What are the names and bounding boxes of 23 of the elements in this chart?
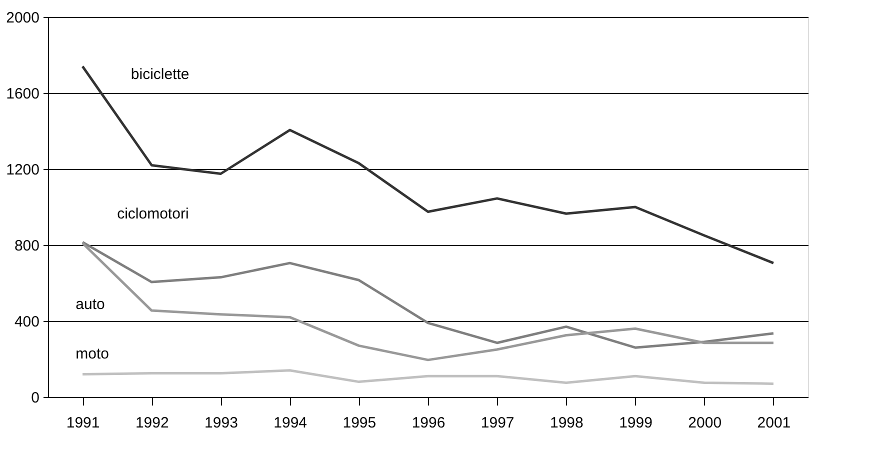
x-tick-label: 1999 xyxy=(619,414,652,432)
line-series xyxy=(81,65,775,264)
y-tick-label: 1600 xyxy=(6,86,40,102)
series-label: auto xyxy=(76,296,105,313)
line-series xyxy=(81,369,775,385)
x-tick-label: 2000 xyxy=(688,414,722,432)
x-tick-label: 1998 xyxy=(550,414,584,432)
series-label: moto xyxy=(76,345,109,362)
x-tick-label: 1996 xyxy=(412,414,446,432)
x-tick-label: 1994 xyxy=(274,414,308,432)
y-tick-label: 1200 xyxy=(6,162,40,178)
x-tick-label: 1991 xyxy=(66,414,100,432)
text: biciclette xyxy=(130,66,190,83)
x-tick-label: 1995 xyxy=(342,414,376,432)
x-tick-label: 1993 xyxy=(204,414,238,432)
y-tick-label: 400 xyxy=(14,314,40,330)
y-tick-label: 0 xyxy=(31,390,40,406)
y-tick-label: 800 xyxy=(14,238,40,254)
x-tick-label: 1992 xyxy=(135,414,169,432)
x-tick-label: 1997 xyxy=(480,414,514,432)
text: ciclomotori xyxy=(117,206,189,223)
x-tick-label: 2001 xyxy=(757,414,791,432)
y-tick-label: 2000 xyxy=(6,10,40,26)
